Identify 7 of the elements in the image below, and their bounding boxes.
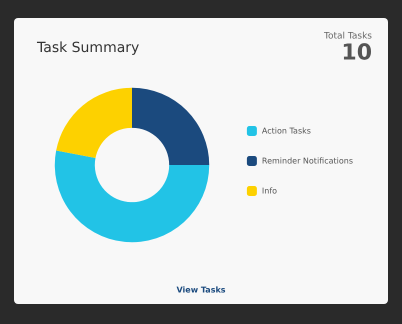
chart-title: Task Summary bbox=[36, 40, 140, 56]
legend-label: Action Tasks bbox=[262, 126, 311, 136]
text: 10 bbox=[341, 40, 372, 66]
legend-label: Reminder Notifications bbox=[262, 156, 353, 166]
text: View Tasks bbox=[176, 286, 226, 294]
legend-label: Info bbox=[262, 186, 278, 196]
text: Total Tasks bbox=[323, 32, 372, 42]
